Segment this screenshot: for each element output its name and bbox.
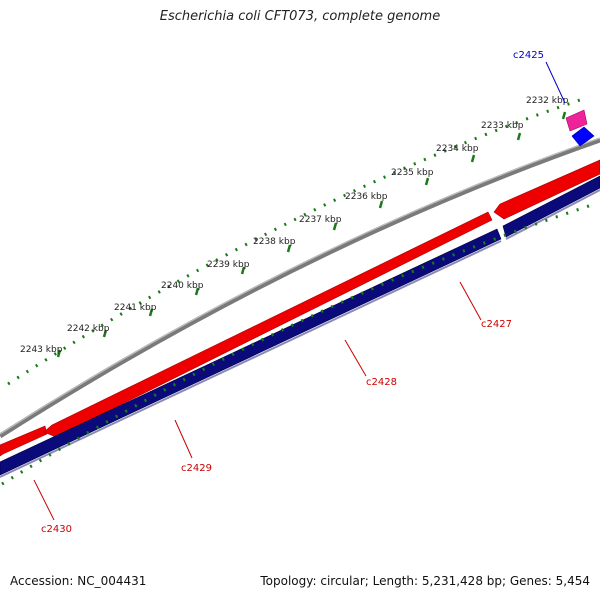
kbp-tick-mark xyxy=(470,154,476,163)
gene-feature-forward[interactable] xyxy=(0,425,48,457)
kbp-tick-mark xyxy=(561,111,567,120)
gene-label-c2430[interactable]: c2430 xyxy=(41,524,72,535)
gene-label-c2428[interactable]: c2428 xyxy=(366,377,397,388)
kbp-tick-mark xyxy=(194,287,200,296)
gene-label-c2429[interactable]: c2429 xyxy=(181,463,212,474)
kbp-tick-mark xyxy=(516,132,522,141)
map-title: Escherichia coli CFT073, complete genome xyxy=(159,9,441,24)
kbp-tick-mark xyxy=(102,329,108,338)
gene-feature-forward[interactable] xyxy=(43,211,493,438)
genome-summary-text: Topology: circular; Length: 5,231,428 bp… xyxy=(260,574,590,588)
kbp-tick-mark xyxy=(56,349,62,358)
kbp-tick-label: 2242 kbp xyxy=(67,324,110,334)
kbp-tick-label: 2238 kbp xyxy=(253,237,296,247)
gene-leader-line xyxy=(344,339,367,377)
kbp-tick-mark xyxy=(240,266,246,275)
kbp-tick-mark xyxy=(148,308,154,317)
backbone-ring xyxy=(0,137,600,439)
kbp-tick-mark xyxy=(332,222,338,231)
gene-leader-line xyxy=(33,479,55,521)
gene-leader-line xyxy=(545,61,566,104)
kbp-tick-label: 2235 kbp xyxy=(391,168,434,178)
kbp-tick-labels: 2232 kbp 2233 kbp 2234 kbp 2235 kbp 2236 kbp… xyxy=(20,96,569,358)
kbp-tick-mark xyxy=(378,200,384,209)
kbp-tick-label: 2232 kbp xyxy=(526,96,569,106)
forward-strand-track xyxy=(0,159,600,457)
kbp-tick-mark xyxy=(424,177,430,186)
gene-c2425-feature[interactable] xyxy=(565,109,588,132)
gene-feature-reverse[interactable] xyxy=(502,175,600,238)
kbp-tick-mark xyxy=(286,244,292,253)
gene-feature-reverse[interactable] xyxy=(0,228,502,476)
gene-leader-line xyxy=(459,281,482,321)
kbp-tick-label: 2241 kbp xyxy=(114,303,157,313)
gene-callouts: c2425 c2427 c2428 c2429 c2430 xyxy=(33,50,566,535)
inner-tick-ring xyxy=(1,203,593,486)
kbp-tick-label: 2240 kbp xyxy=(161,281,204,291)
kbp-tick-label: 2233 kbp xyxy=(481,121,524,131)
kbp-tick-label: 2236 kbp xyxy=(345,192,388,202)
gene-feature-forward[interactable] xyxy=(493,159,600,220)
gene-label-c2425[interactable]: c2425 xyxy=(513,50,544,61)
gene-label-c2427[interactable]: c2427 xyxy=(481,319,512,330)
kbp-tick-label: 2243 kbp xyxy=(20,345,63,355)
kbp-tick-label: 2239 kbp xyxy=(207,260,250,270)
gene-leader-line xyxy=(174,419,193,459)
kbp-tick-label: 2234 kbp xyxy=(436,144,479,154)
kbp-tick-label: 2237 kbp xyxy=(299,215,342,225)
accession-text: Accession: NC_004431 xyxy=(10,574,147,588)
gene-feature-small-reverse[interactable] xyxy=(571,126,595,147)
